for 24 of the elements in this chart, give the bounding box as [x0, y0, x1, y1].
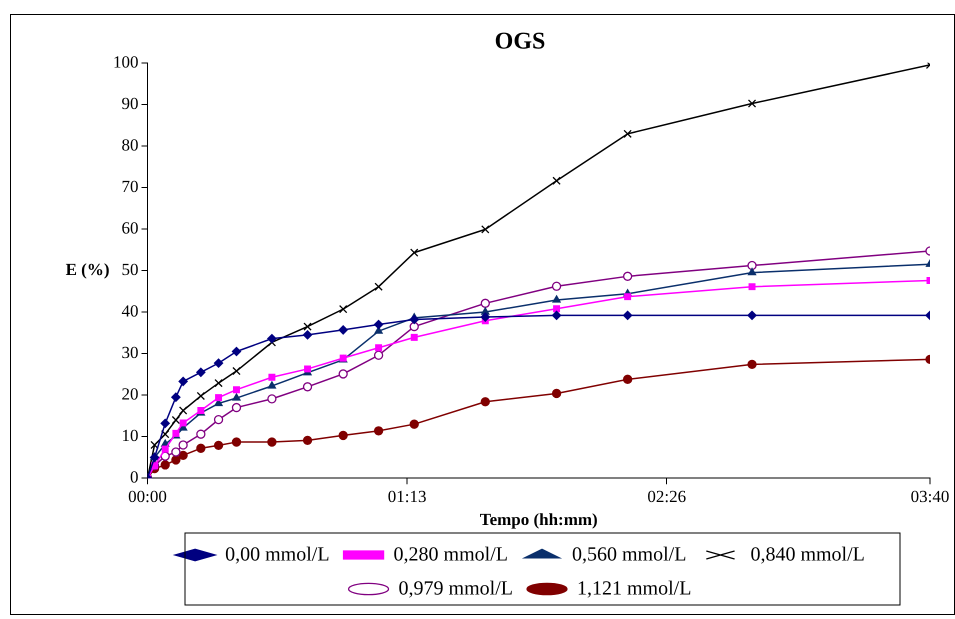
y-tick-label: 70: [122, 176, 138, 196]
y-axis-title: E (%): [66, 260, 110, 279]
legend-label: 0,560 mmol/L: [572, 543, 686, 566]
x-tick-label: 02:26: [647, 486, 686, 506]
legend-label: 0,840 mmol/L: [750, 543, 865, 566]
y-tick-label: 60: [122, 218, 138, 238]
legend-label: 0,00 mmol/L: [225, 543, 330, 566]
y-tick-label: 90: [122, 94, 138, 113]
y-tick-label: 10: [122, 426, 138, 446]
legend-label: 1,121 mmol/L: [577, 577, 692, 600]
y-tick-label: 80: [122, 135, 138, 154]
y-tick-label: 40: [122, 302, 138, 321]
y-tick-label: 100: [113, 52, 138, 72]
y-tick-label: 50: [122, 260, 138, 279]
x-tick-label: 01:13: [388, 486, 426, 506]
y-tick-label: 0: [130, 468, 138, 487]
y-tick-label: 30: [122, 343, 138, 362]
chart-title: OGS: [494, 28, 546, 55]
x-tick-label: 03:40: [910, 486, 950, 506]
legend-label: 0,280 mmol/L: [394, 543, 508, 566]
y-tick-label: 20: [122, 384, 138, 404]
x-axis-title: Tempo (hh:mm): [480, 510, 598, 530]
x-tick-label: 00:00: [128, 486, 167, 506]
legend-label: 0,979 mmol/L: [398, 577, 514, 600]
